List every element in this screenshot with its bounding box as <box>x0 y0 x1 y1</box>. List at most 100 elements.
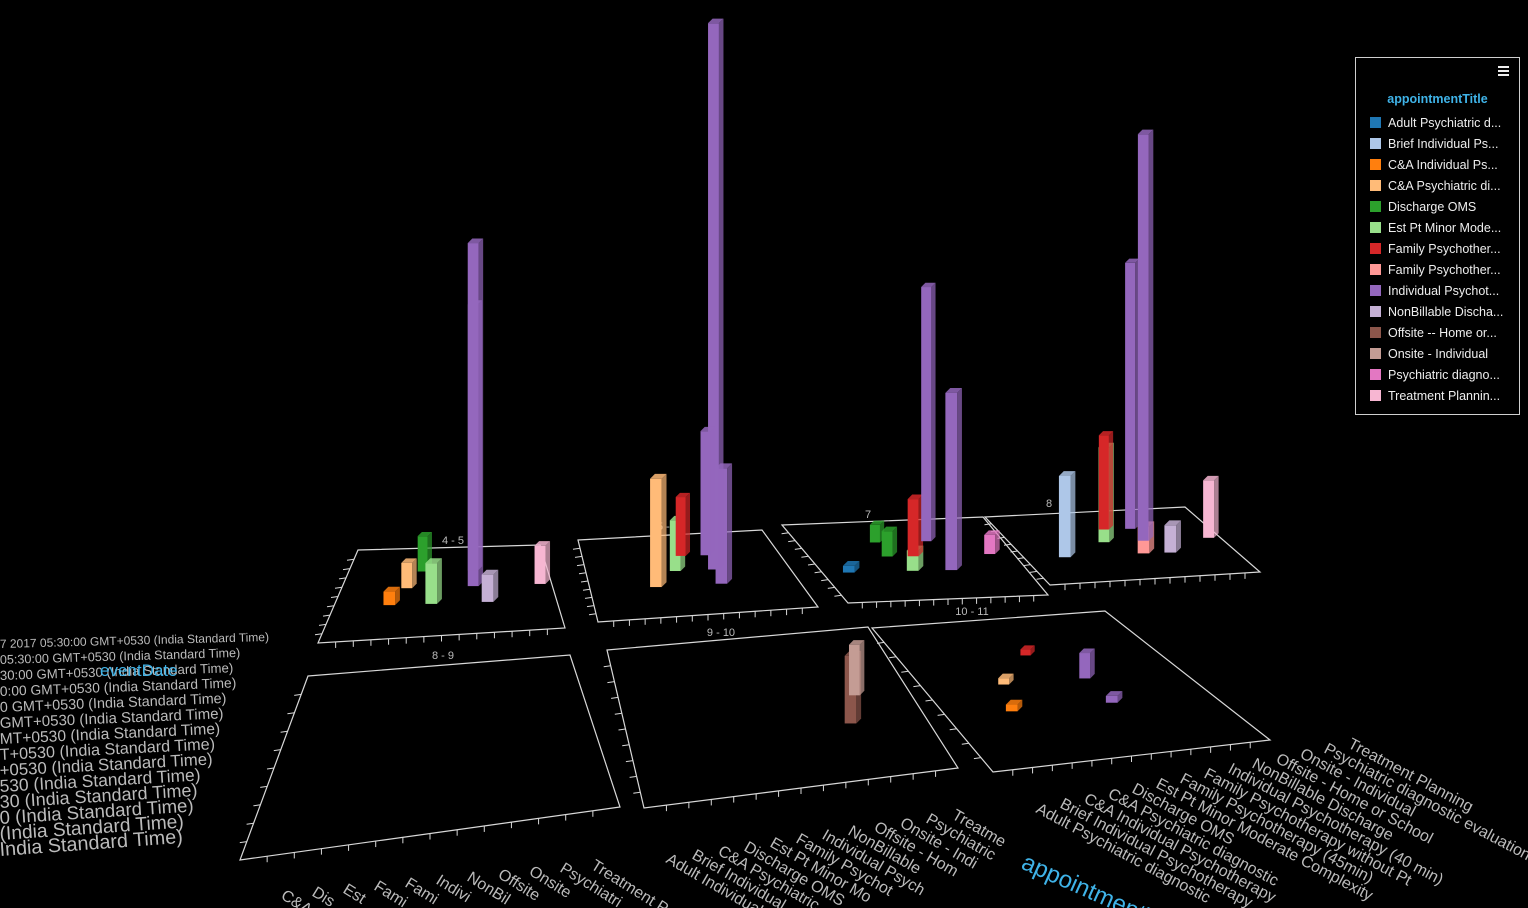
axis-tick <box>287 712 295 715</box>
panel-label: 8 - 9 <box>432 650 454 662</box>
axis-tick <box>582 588 591 591</box>
bar-side <box>1176 520 1181 553</box>
bar-side <box>437 558 442 604</box>
bar-top <box>842 560 860 566</box>
legend-item[interactable]: NonBillable Discha... <box>1370 301 1503 322</box>
bar-front <box>1105 695 1118 703</box>
bar-front <box>907 499 919 557</box>
axis-tick <box>334 586 343 589</box>
bar-top <box>1164 520 1181 526</box>
legend-item[interactable]: Family Psychother... <box>1370 259 1503 280</box>
axis-tick <box>973 757 981 760</box>
bar-front <box>425 563 438 604</box>
legend-item[interactable]: Offsite -- Home or... <box>1370 322 1503 343</box>
legend-item[interactable]: Treatment Plannin... <box>1370 385 1503 406</box>
axis-tick <box>807 563 816 566</box>
axis-tick <box>330 596 339 598</box>
bar-top <box>481 569 499 575</box>
bar[interactable] <box>848 640 865 696</box>
bar-side <box>859 640 865 696</box>
bar-top <box>984 530 1000 535</box>
panel-floor <box>239 654 621 861</box>
axis-tick <box>801 555 809 558</box>
bar[interactable] <box>700 426 715 556</box>
legend-item[interactable]: Discharge OMS <box>1370 196 1503 217</box>
legend-item[interactable]: Brief Individual Ps... <box>1370 133 1503 154</box>
bar-front <box>1058 475 1071 558</box>
bar-side <box>412 558 417 589</box>
bar-top <box>1105 691 1123 696</box>
legend-item[interactable]: Est Pt Minor Mode... <box>1370 217 1503 238</box>
bar-front <box>984 534 996 555</box>
axis-tick <box>1029 570 1038 573</box>
bar[interactable] <box>675 492 691 556</box>
legend-swatch <box>1370 243 1381 254</box>
bar[interactable] <box>984 530 1000 555</box>
bar[interactable] <box>1020 645 1035 656</box>
bar[interactable] <box>998 673 1014 685</box>
axis-tick <box>984 523 992 526</box>
legend-swatch <box>1370 306 1381 317</box>
legend-swatch <box>1370 159 1381 170</box>
floor-labels: 7 2017 05:30:00 GMT+0530 (India Standard… <box>0 630 1528 908</box>
axis-tick <box>584 596 593 599</box>
bar[interactable] <box>1125 258 1140 529</box>
bar[interactable] <box>921 282 936 542</box>
legend-item[interactable]: Adult Psychiatric d... <box>1370 112 1503 133</box>
facet-panel: 8 <box>983 498 1262 591</box>
bar[interactable] <box>1005 699 1023 712</box>
bar[interactable] <box>1058 471 1076 558</box>
legend-label: Discharge OMS <box>1388 199 1477 214</box>
bar[interactable] <box>708 18 724 570</box>
bars <box>383 18 1219 724</box>
axis-tick <box>901 670 909 673</box>
y-axis-title: eventDate <box>100 661 178 680</box>
bar[interactable] <box>1137 129 1154 541</box>
bar-front <box>869 524 880 543</box>
bar-top <box>1058 471 1076 476</box>
bar[interactable] <box>1079 648 1095 679</box>
bar[interactable] <box>869 520 885 543</box>
axis-tick <box>788 540 796 543</box>
legend-item[interactable]: Psychiatric diagno... <box>1370 364 1503 385</box>
legend-item[interactable]: Individual Psychot... <box>1370 280 1503 301</box>
legend-item[interactable]: Family Psychother... <box>1370 238 1503 259</box>
legend-item[interactable]: C&A Psychiatric di... <box>1370 175 1503 196</box>
axis-tick <box>253 804 261 807</box>
bar[interactable] <box>425 558 442 604</box>
legend-title: appointmentTitle <box>1387 92 1488 106</box>
bar[interactable] <box>481 569 499 602</box>
bar[interactable] <box>907 494 924 557</box>
bar[interactable] <box>842 560 860 573</box>
axis-tick <box>574 555 583 558</box>
bar[interactable] <box>650 473 667 588</box>
axis-tick <box>603 665 611 668</box>
bar[interactable] <box>383 586 400 606</box>
bar-top <box>700 426 715 432</box>
legend-item[interactable]: C&A Individual Ps... <box>1370 154 1503 175</box>
axis-tick <box>580 580 589 583</box>
axis-tick <box>925 699 933 702</box>
axis-tick <box>280 730 288 733</box>
axis-tick <box>338 577 347 580</box>
panel-floor <box>983 506 1262 586</box>
legend-item[interactable]: Onsite - Individual <box>1370 343 1503 364</box>
axis-tick <box>260 785 268 788</box>
bar[interactable] <box>401 558 417 589</box>
bar-top <box>417 531 432 537</box>
hamburger-menu-icon[interactable] <box>1498 66 1509 80</box>
bar-side <box>1017 699 1023 712</box>
bar[interactable] <box>1203 475 1219 538</box>
bar[interactable] <box>467 300 483 571</box>
bar[interactable] <box>1105 691 1123 703</box>
axis-tick <box>961 742 969 745</box>
bar[interactable] <box>1164 520 1181 553</box>
bar[interactable] <box>1098 431 1114 530</box>
bar[interactable] <box>945 387 962 571</box>
legend-swatch <box>1370 369 1381 380</box>
bar[interactable] <box>534 541 551 584</box>
bar-top <box>1203 475 1219 481</box>
bar[interactable] <box>881 526 898 557</box>
legend-items: Adult Psychiatric d... Brief Individual P… <box>1370 112 1503 406</box>
